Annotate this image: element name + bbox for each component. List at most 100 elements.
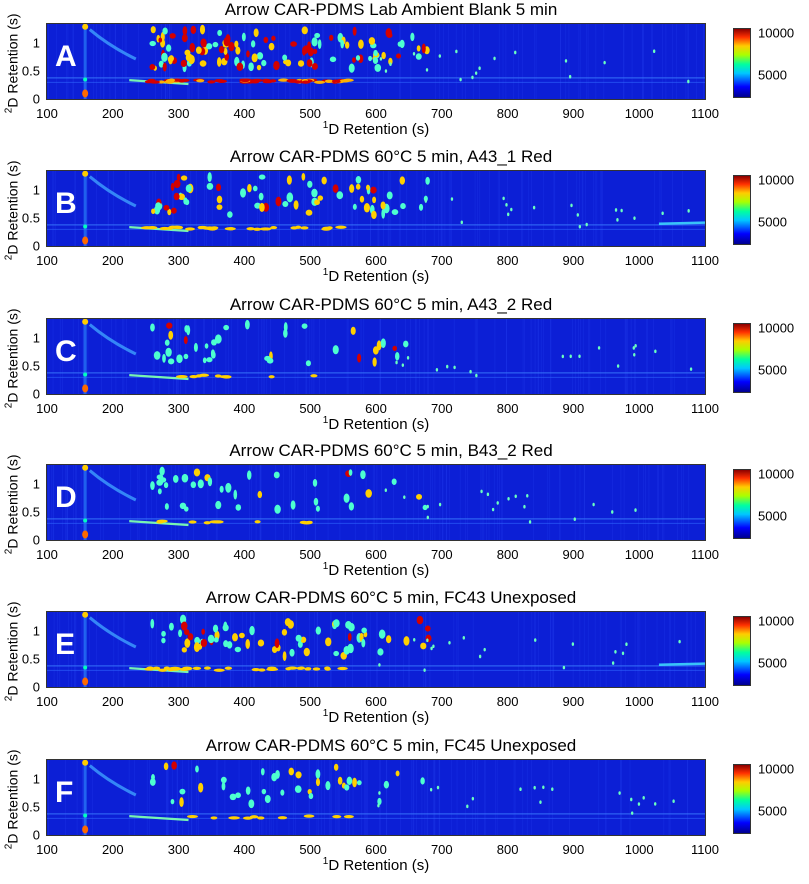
colorbar-tick-label: 10000	[758, 320, 795, 336]
elution-tail	[88, 28, 137, 61]
peak-spot	[256, 64, 262, 71]
peak-spot	[378, 791, 381, 795]
peak-spot	[425, 68, 429, 72]
peak-spot	[305, 209, 313, 216]
peak-spot	[83, 813, 88, 818]
x-tick-label: 1000	[624, 106, 654, 121]
peak-spot	[207, 172, 212, 183]
baseline-peak	[186, 814, 199, 819]
peak-spot	[201, 628, 205, 635]
baseline-peak	[343, 815, 354, 819]
peak-spot	[312, 478, 318, 487]
peak-spot	[297, 640, 303, 648]
x-tick-label: 200	[101, 694, 124, 709]
peak-spot	[385, 635, 392, 644]
peak-spot	[415, 53, 422, 60]
baseline-peak	[149, 80, 160, 84]
peak-spot	[526, 493, 529, 498]
peak-spot	[150, 481, 155, 491]
baseline-peak	[254, 520, 261, 524]
peak-spot	[539, 800, 542, 804]
x-tick-label: 900	[562, 106, 585, 121]
peak-spot	[483, 647, 486, 652]
y-tick-label: 1	[32, 330, 40, 346]
panel-title: Arrow CAR-PDMS 60°C 5 min, B43_2 Red	[229, 441, 553, 460]
peak-spot	[384, 69, 388, 73]
x-tick-label: 600	[365, 106, 387, 121]
peak-spot	[455, 49, 458, 54]
peak-spot	[150, 323, 155, 332]
y-tick-label: 0	[32, 532, 40, 548]
peak-spot	[226, 641, 233, 649]
peak-spot	[157, 488, 162, 495]
peak-spot	[573, 517, 576, 522]
peak-spot	[348, 469, 353, 476]
baseline-peak	[310, 374, 318, 378]
baseline-peak	[240, 78, 250, 83]
heatmap-plot-area	[46, 759, 706, 836]
baseline-peak	[252, 227, 262, 231]
peak-spot	[368, 37, 376, 45]
peak-spot	[576, 213, 580, 217]
peak-spot	[528, 520, 532, 524]
baseline-peak	[188, 520, 197, 524]
peak-spot	[578, 354, 581, 359]
heatmap-svg	[47, 24, 705, 99]
peak-spot	[297, 60, 305, 67]
peak-spot	[223, 37, 231, 47]
peak-spot	[429, 787, 433, 792]
panel-d: Arrow CAR-PDMS 60°C 5 min, B43_2 Red D 100…	[0, 441, 809, 588]
baseline-peak	[158, 80, 165, 84]
peak-spot	[420, 777, 425, 785]
peak-spot	[181, 621, 188, 631]
baseline-peak	[266, 667, 279, 671]
peak-spot	[223, 621, 228, 631]
peak-spot	[216, 57, 222, 67]
panel-c: Arrow CAR-PDMS 60°C 5 min, A43_2 Red C 100…	[0, 295, 809, 442]
peak-spot	[185, 53, 191, 62]
peak-spot	[183, 336, 188, 345]
peak-spot	[185, 184, 192, 193]
x-tick-label: 800	[496, 694, 519, 709]
peak-spot	[153, 351, 161, 360]
peak-spot	[164, 503, 169, 510]
peak-spot	[221, 782, 226, 791]
peak-spot	[250, 40, 256, 48]
baseline-peak	[223, 375, 232, 379]
peak-spot	[359, 195, 365, 203]
peak-spot	[183, 353, 189, 360]
peak-spot	[578, 224, 582, 229]
peak-spot	[352, 777, 357, 788]
y-axis-label: 2D Retention (s)	[3, 749, 21, 850]
peak-spot	[315, 626, 321, 635]
baseline-peak	[209, 520, 221, 524]
peak-spot	[611, 661, 615, 665]
peak-spot	[241, 32, 246, 42]
peak-spot	[383, 780, 390, 789]
peak-spot	[350, 326, 356, 335]
peak-spot	[173, 179, 181, 189]
peak-spot	[486, 492, 490, 497]
baseline-peak	[324, 666, 331, 670]
peak-spot	[82, 171, 89, 177]
peak-spot	[315, 769, 321, 779]
heatmap-plot-area	[46, 23, 706, 100]
peak-spot	[542, 785, 545, 790]
peak-spot	[533, 785, 536, 790]
peak-spot	[82, 24, 89, 30]
peak-spot	[158, 60, 164, 68]
peak-spot	[187, 633, 194, 641]
colorbar-tick-label: 5000	[758, 362, 787, 378]
peak-spot	[300, 636, 307, 643]
x-tick-label: 900	[562, 694, 585, 709]
peak-spot	[355, 175, 362, 184]
peak-spot	[286, 175, 292, 185]
peak-spot	[228, 41, 235, 52]
peak-streak	[129, 374, 189, 381]
peak-spot	[352, 26, 357, 36]
peak-spot	[179, 797, 184, 808]
peak-spot	[190, 481, 197, 489]
peak-spot	[312, 48, 318, 55]
elution-tail	[88, 323, 137, 356]
peak-spot	[634, 508, 637, 512]
